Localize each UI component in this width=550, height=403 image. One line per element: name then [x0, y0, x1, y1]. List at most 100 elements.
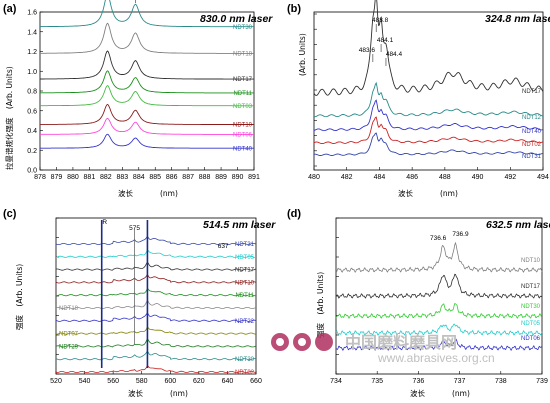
series-label-c: NDT29 [59, 344, 79, 350]
x-axis-label-c: 波长 (nm) [128, 388, 188, 398]
y-axis-label-b: (Arb. Units) [298, 33, 307, 76]
peak-label-b: 484.1 [377, 37, 394, 44]
x-tick-label-a: 882 [100, 174, 112, 181]
y-tick-label-a: 0.6 [27, 108, 37, 115]
y-label-unit-d: (Arb. Units) [316, 272, 325, 315]
peak-label-b: 483.8 [372, 17, 389, 24]
series-line-c [55, 274, 257, 284]
series-line-b [314, 132, 543, 156]
y-tick-label-a: 1.4 [27, 29, 37, 36]
series-label-b: NDT17 [522, 89, 542, 95]
watermark-text: 中国磨料磨具网 [345, 333, 457, 352]
x-tick-label-a: 884 [133, 174, 145, 181]
x-tick-label-a: 885 [149, 174, 161, 181]
panel-label-c: (c) [3, 208, 17, 220]
x-label-cn-d: 波长 [410, 388, 425, 398]
series-label-c: NDT02 [235, 370, 255, 376]
x-label-cn-a: 波长 [118, 188, 133, 198]
x-tick-label-a: 883 [116, 174, 128, 181]
x-tick-label-a: 886 [166, 174, 178, 181]
x-tick-label-c: 540 [79, 378, 91, 385]
x-tick-label-a: 888 [199, 174, 211, 181]
panel-label-d: (d) [287, 208, 301, 220]
watermark-logo [271, 333, 333, 351]
series-label-c: NDT11 [235, 293, 254, 299]
chart-a: 878 879 880 881 882 883 884 885 886 887 888 889 890 8… [27, 0, 260, 181]
series-line-a [40, 117, 254, 135]
series-label-a: NDT10 [233, 123, 253, 129]
series-line-c [55, 261, 257, 271]
x-tick-label-b: 494 [537, 174, 549, 181]
series-label-c: NDT22 [235, 319, 255, 325]
x-tick-label-b: 486 [406, 174, 418, 181]
plot-frame-b [313, 11, 544, 171]
series-line-d [335, 241, 543, 273]
series-label-c: NDT07 [59, 332, 79, 338]
series-label-d: NDT10 [521, 258, 541, 264]
y-axis-label-d: 强度 (Arb. Units) [315, 272, 325, 338]
x-tick-label-d: 734 [330, 378, 342, 385]
x-tick-label-c: 640 [222, 378, 234, 385]
peak-label-b: 483.6 [359, 47, 376, 54]
laser-label-c: 514.5 nm laser [203, 219, 276, 231]
series-label-b: NDT31 [522, 154, 542, 160]
series-line-c [55, 288, 257, 297]
series-label-b: NDT40 [522, 129, 542, 135]
x-tick-label-c: 560 [107, 378, 119, 385]
series-label-a: NDT40 [233, 146, 253, 152]
y-tick-label-a: 0.4 [27, 128, 37, 135]
y-axis-label-c: 强度 (Arb. Units) [14, 264, 24, 330]
x-tick-label-a: 889 [215, 174, 227, 181]
y-tick-label-a: 0.8 [27, 89, 37, 96]
series-line-a [40, 50, 254, 80]
series-label-c: NDT31 [235, 242, 255, 248]
x-label-unit-c: (nm) [170, 389, 188, 398]
x-label-cn-b: 波长 [398, 188, 413, 198]
x-tick-label-c: 600 [164, 378, 176, 385]
series-label-c: NDT18 [59, 306, 79, 312]
chart-d: 734 735 736 737 738 739 NDT10 NDT17 NDT30 NDT05 ND… [330, 217, 548, 385]
x-label-unit-d: (nm) [452, 389, 470, 398]
laser-label-a: 830.0 nm laser [200, 13, 273, 25]
series-line-b [314, 81, 544, 118]
x-tick-label-b: 482 [341, 174, 353, 181]
y-tick-label-a: 1.6 [27, 10, 37, 17]
chart-b: 480 482 484 486 488 490 492 494 NDT17 NDT12 NDT40 N… [308, 0, 549, 181]
peak-label-c: 575 [129, 225, 140, 232]
chart-c: 520 540 560 580 600 620 640 660 NDT31 NDT05 NDT17 N… [50, 217, 262, 385]
x-tick-label-d: 739 [536, 378, 548, 385]
series-line-c [55, 249, 257, 258]
series-line-a [40, 85, 254, 107]
series-line-b [313, 116, 544, 145]
panel-label-b: (b) [287, 3, 301, 15]
x-axis-label-a: 波长 (nm) [118, 188, 178, 198]
x-tick-label-d: 738 [495, 378, 507, 385]
series-line-c [55, 365, 257, 374]
x-tick-label-a: 881 [84, 174, 96, 181]
y-label-cn-d: 强度 [315, 323, 325, 338]
x-label-unit-b: (nm) [440, 189, 458, 198]
x-tick-label-a: 890 [232, 174, 244, 181]
x-tick-label-b: 484 [374, 174, 386, 181]
series-label-b: NDT12 [522, 115, 542, 121]
series-line-c [56, 326, 256, 335]
series-label-a: NDT17 [233, 77, 253, 83]
series-label-c: NDT30 [235, 357, 255, 363]
y-tick-label-a: 1.0 [27, 69, 37, 76]
x-tick-label-d: 736 [413, 378, 425, 385]
series-label-c: NDT05 [235, 255, 255, 261]
laser-label-d: 632.5 nm laser [486, 219, 550, 231]
series-label-d: NDT06 [521, 336, 541, 342]
peak-label-c: R [102, 219, 107, 226]
x-tick-label-b: 488 [439, 174, 451, 181]
x-tick-label-c: 660 [250, 378, 262, 385]
panel-label-a: (a) [3, 3, 17, 15]
x-tick-label-a: 879 [51, 174, 63, 181]
series-label-d: NDT30 [521, 304, 541, 310]
series-line-d [335, 323, 543, 336]
series-label-d: NDT17 [521, 284, 541, 290]
y-tick-label-a: 0.0 [27, 168, 37, 175]
series-line-a [40, 22, 254, 54]
series-label-b: NDT02 [522, 142, 542, 148]
